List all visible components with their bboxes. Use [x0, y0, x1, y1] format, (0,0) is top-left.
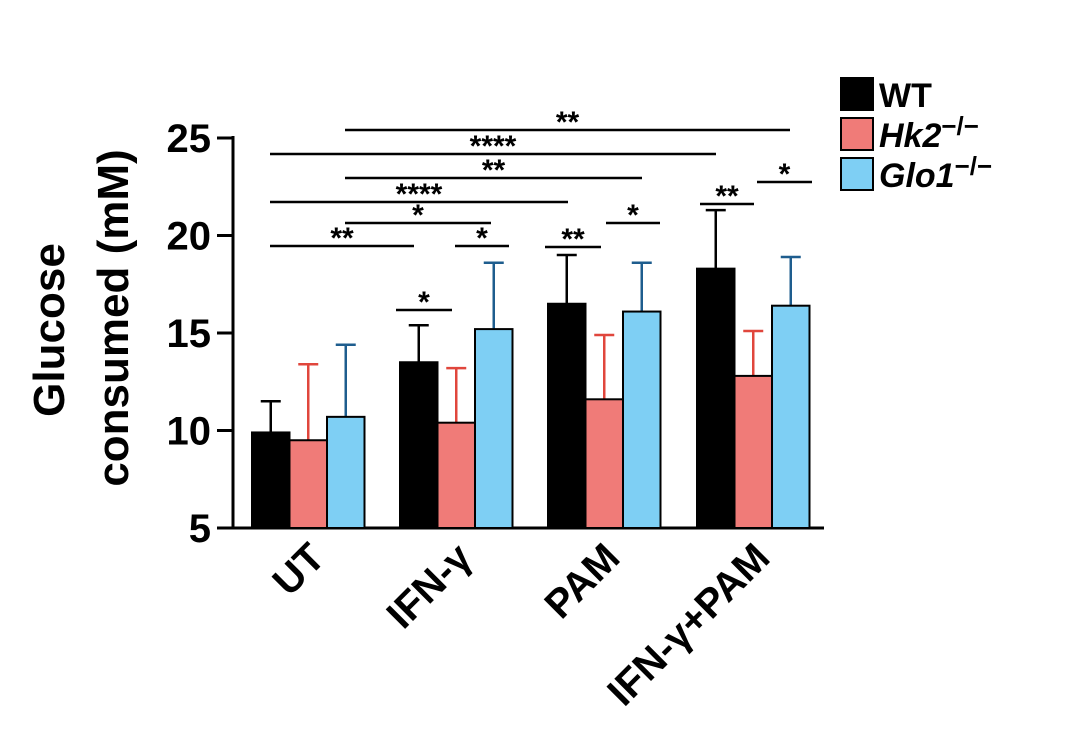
bar: [696, 267, 736, 529]
y-axis-label-line2: consumed (mM): [89, 149, 138, 486]
y-tick-label: 25: [167, 117, 212, 161]
legend-label: WT: [879, 77, 932, 115]
significance-label: **: [556, 106, 580, 139]
bar: [622, 310, 662, 529]
bar: [288, 439, 328, 529]
significance-label: *: [779, 158, 791, 191]
y-tick-label: 20: [167, 215, 212, 259]
significance-label: **: [482, 154, 506, 187]
x-tick-label: IFN-γ+PAM: [599, 535, 778, 714]
legend-swatch: [840, 157, 874, 191]
bar: [771, 304, 811, 530]
y-axis-label-line1: Glucose: [25, 243, 74, 417]
significance-label: *: [627, 199, 639, 232]
significance-label: **: [330, 222, 354, 255]
legend-label: Hk2−/−: [879, 111, 979, 155]
significance-label: ****: [470, 130, 517, 163]
significance-label: *: [476, 222, 488, 255]
bar: [436, 421, 476, 530]
significance-label: **: [715, 180, 739, 213]
bar: [733, 374, 773, 529]
x-tick-label: PAM: [536, 535, 628, 627]
y-tick-label: 10: [167, 410, 212, 454]
significance-label: ****: [396, 178, 443, 211]
y-tick-label: 5: [189, 507, 211, 551]
bar: [399, 361, 439, 529]
significance-label: **: [561, 223, 585, 256]
legend-swatch: [840, 117, 874, 151]
significance-label: *: [412, 199, 424, 232]
x-tick-label: IFN-γ: [379, 535, 481, 637]
bar: [251, 431, 291, 530]
bar: [547, 302, 587, 529]
legend-label: Glo1−/−: [879, 151, 992, 195]
bar: [474, 328, 514, 529]
significance-label: *: [418, 286, 430, 319]
bar: [326, 415, 366, 530]
legend-swatch: [840, 77, 874, 111]
x-tick-label: UT: [265, 535, 334, 604]
y-tick-label: 15: [167, 312, 212, 356]
bar: [584, 398, 624, 529]
